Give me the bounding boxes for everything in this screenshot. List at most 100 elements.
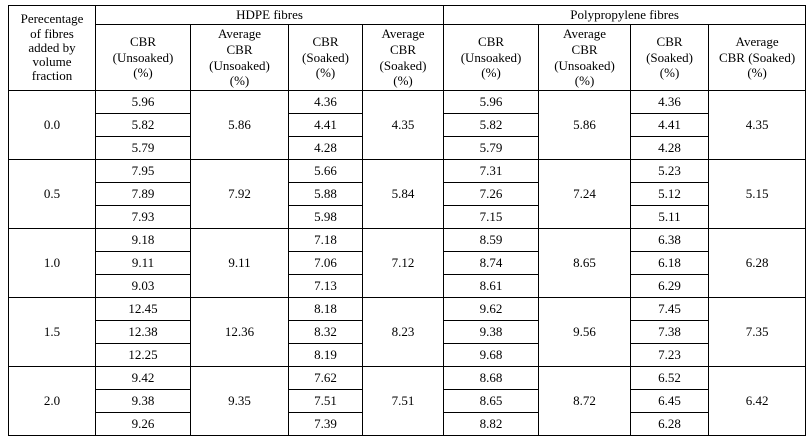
header-hdpe-fibres: HDPE fibres	[94, 5, 445, 25]
table-row: 2.0 9.42 9.35 7.62 7.51 8.68 8.72 6.52 6.42	[8, 366, 807, 436]
cell-pp-cbr-unsoaked: 8.82	[443, 412, 540, 436]
table-body: 0.0 5.96 5.86 4.36 4.35 5.96 5.86 4.36 4.35 5.82 4…	[8, 90, 807, 436]
cell-hdpe-cbr-unsoaked: 9.11	[95, 251, 191, 275]
cbr-results-table: Perecentage of fibres added by volume fr…	[8, 5, 807, 436]
table-header: Perecentage of fibres added by volume fr…	[8, 5, 807, 91]
cell-hdpe-cbr-soaked: 7.39	[288, 412, 363, 436]
cell-pp-cbr-unsoaked: 7.31	[443, 159, 540, 183]
cell-pp-avg-cbr-soaked: 7.35	[708, 297, 807, 367]
cell-hdpe-cbr-soaked: 5.66	[288, 159, 363, 183]
subheader-hdpe-cbr-soaked: CBR (Soaked) (%)	[288, 24, 363, 91]
cell-pp-cbr-unsoaked: 8.68	[443, 366, 540, 390]
table-row: 7.89 5.88 7.26 5.12	[9, 182, 806, 206]
cell-pp-avg-cbr-unsoaked: 8.65	[538, 228, 632, 298]
table-row: 5.82 4.41 5.82 4.41	[9, 113, 806, 137]
subheader-pp-cbr-unsoaked: CBR (Unsoaked) (%)	[443, 24, 540, 91]
cell-pp-cbr-soaked: 4.36	[630, 90, 710, 114]
cell-hdpe-cbr-unsoaked: 5.82	[95, 113, 191, 137]
cell-pp-cbr-soaked: 5.23	[630, 159, 710, 183]
cell-pp-cbr-soaked: 7.45	[630, 297, 710, 321]
cell-hdpe-avg-cbr-soaked: 4.35	[361, 90, 445, 160]
cell-pp-avg-cbr-soaked: 6.42	[708, 366, 807, 436]
cell-hdpe-avg-cbr-unsoaked: 5.86	[190, 90, 289, 160]
cell-hdpe-cbr-unsoaked: 9.18	[95, 228, 191, 252]
cell-pp-cbr-unsoaked: 8.61	[443, 274, 540, 298]
cell-hdpe-cbr-unsoaked: 9.42	[95, 366, 191, 390]
cell-pp-cbr-soaked: 6.45	[630, 389, 710, 413]
cell-pp-cbr-unsoaked: 8.65	[443, 389, 540, 413]
subheader-hdpe-avg-cbr-unsoaked: Average CBR (Unsoaked) (%)	[190, 24, 289, 91]
cell-hdpe-cbr-unsoaked: 9.38	[95, 389, 191, 413]
cell-pp-cbr-unsoaked: 5.82	[443, 113, 540, 137]
cell-hdpe-avg-cbr-soaked: 5.84	[361, 159, 445, 229]
cell-hdpe-cbr-soaked: 4.41	[288, 113, 363, 137]
cell-hdpe-avg-cbr-soaked: 7.51	[361, 366, 445, 436]
cell-pp-cbr-soaked: 6.28	[630, 412, 710, 436]
sub-header-row: CBR (Unsoaked) (%) Average CBR (Unsoaked…	[9, 24, 807, 91]
table-row: 7.93 5.98 7.15 5.11	[9, 205, 806, 229]
cell-pp-cbr-unsoaked: 7.26	[443, 182, 540, 206]
cell-hdpe-cbr-soaked: 7.13	[288, 274, 363, 298]
cell-hdpe-avg-cbr-unsoaked: 9.11	[190, 228, 289, 298]
cell-hdpe-cbr-soaked: 4.28	[288, 136, 363, 160]
cell-pp-cbr-soaked: 7.38	[630, 320, 710, 344]
table-row: 9.03 7.13 8.61 6.29	[9, 274, 806, 298]
cell-pp-avg-cbr-soaked: 4.35	[708, 90, 807, 160]
table-row: 9.26 7.39 8.82 6.28	[9, 412, 806, 436]
cell-pp-cbr-unsoaked: 8.59	[443, 228, 540, 252]
cell-hdpe-cbr-unsoaked: 5.96	[95, 90, 191, 114]
header-polypropylene-fibres: Polypropylene fibres	[443, 5, 807, 25]
cell-pp-avg-cbr-unsoaked: 5.86	[538, 90, 632, 160]
cell-hdpe-cbr-unsoaked: 12.45	[95, 297, 191, 321]
cell-hdpe-cbr-soaked: 5.98	[288, 205, 363, 229]
group-header-row: Perecentage of fibres added by volume fr…	[8, 5, 807, 91]
cell-pp-cbr-unsoaked: 7.15	[443, 205, 540, 229]
cell-pp-cbr-soaked: 4.41	[630, 113, 710, 137]
cell-pp-cbr-soaked: 7.23	[630, 343, 710, 367]
cell-hdpe-avg-cbr-unsoaked: 7.92	[190, 159, 289, 229]
header-percentage-of-fibres: Perecentage of fibres added by volume fr…	[8, 5, 96, 91]
cell-pp-cbr-unsoaked: 8.74	[443, 251, 540, 275]
table-row: 12.25 8.19 9.68 7.23	[9, 343, 806, 367]
cell-hdpe-cbr-soaked: 8.18	[288, 297, 363, 321]
cell-pp-cbr-soaked: 5.11	[630, 205, 710, 229]
cell-pp-avg-cbr-unsoaked: 9.56	[538, 297, 632, 367]
cell-hdpe-cbr-soaked: 5.88	[288, 182, 363, 206]
cell-hdpe-cbr-unsoaked: 7.93	[95, 205, 191, 229]
cell-hdpe-avg-cbr-soaked: 7.12	[361, 228, 445, 298]
cell-hdpe-cbr-unsoaked: 12.38	[95, 320, 191, 344]
cell-percentage: 1.5	[8, 297, 96, 367]
cell-pp-cbr-soaked: 4.28	[630, 136, 710, 160]
subheader-pp-avg-cbr-unsoaked: Average CBR (Unsoaked) (%)	[538, 24, 632, 91]
subheader-hdpe-cbr-unsoaked: CBR (Unsoaked) (%)	[95, 24, 191, 91]
table-row: 0.0 5.96 5.86 4.36 4.35 5.96 5.86 4.36 4.35	[8, 90, 807, 160]
cell-hdpe-avg-cbr-unsoaked: 9.35	[190, 366, 289, 436]
cell-hdpe-cbr-soaked: 7.18	[288, 228, 363, 252]
cell-hdpe-cbr-soaked: 7.51	[288, 389, 363, 413]
cell-hdpe-cbr-unsoaked: 12.25	[95, 343, 191, 367]
cell-pp-avg-cbr-soaked: 6.28	[708, 228, 807, 298]
table-row: 0.5 7.95 7.92 5.66 5.84 7.31 7.24 5.23 5.15	[8, 159, 807, 229]
cell-percentage: 2.0	[8, 366, 96, 436]
subheader-hdpe-avg-cbr-soaked: Average CBR (Soaked) (%)	[361, 24, 445, 91]
cell-hdpe-cbr-soaked: 7.06	[288, 251, 363, 275]
cell-pp-avg-cbr-soaked: 5.15	[708, 159, 807, 229]
cell-pp-cbr-unsoaked: 5.96	[443, 90, 540, 114]
cell-pp-cbr-unsoaked: 5.79	[443, 136, 540, 160]
cell-pp-cbr-unsoaked: 9.68	[443, 343, 540, 367]
cell-pp-avg-cbr-unsoaked: 7.24	[538, 159, 632, 229]
cell-hdpe-cbr-unsoaked: 9.03	[95, 274, 191, 298]
cell-pp-cbr-soaked: 6.29	[630, 274, 710, 298]
cell-hdpe-cbr-soaked: 7.62	[288, 366, 363, 390]
table-row: 5.79 4.28 5.79 4.28	[9, 136, 806, 160]
cell-pp-cbr-soaked: 5.12	[630, 182, 710, 206]
cell-hdpe-cbr-unsoaked: 9.26	[95, 412, 191, 436]
cell-pp-cbr-soaked: 6.38	[630, 228, 710, 252]
table-row: 1.5 12.45 12.36 8.18 8.23 9.62 9.56 7.45 7.35	[8, 297, 807, 367]
subheader-pp-avg-cbr-soaked: Average CBR (Soaked) (%)	[708, 24, 807, 91]
cell-hdpe-cbr-unsoaked: 5.79	[95, 136, 191, 160]
cell-pp-cbr-soaked: 6.52	[630, 366, 710, 390]
table-row: 9.11 7.06 8.74 6.18	[9, 251, 806, 275]
cell-pp-cbr-soaked: 6.18	[630, 251, 710, 275]
